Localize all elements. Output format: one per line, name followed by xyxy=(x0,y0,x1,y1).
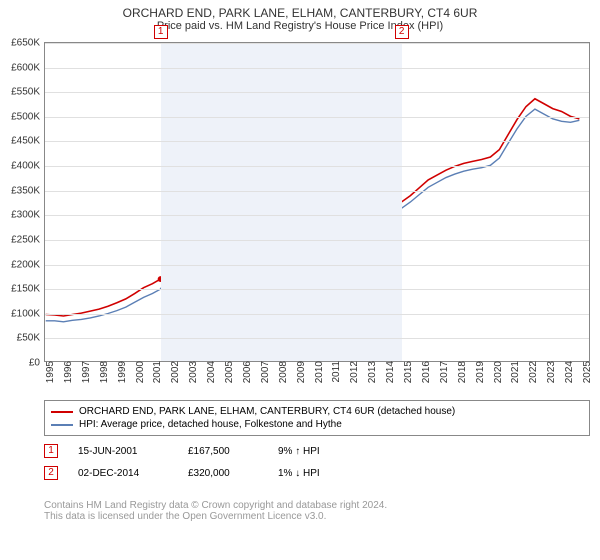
x-tick-label: 2016 xyxy=(417,361,432,383)
y-gridline xyxy=(45,43,589,44)
chart-subtitle: Price paid vs. HM Land Registry's House … xyxy=(0,20,600,36)
y-tick-label: £200K xyxy=(11,259,45,270)
legend-row-property: ORCHARD END, PARK LANE, ELHAM, CANTERBUR… xyxy=(51,405,583,418)
x-tick-label: 2014 xyxy=(381,361,396,383)
x-tick-label: 2022 xyxy=(524,361,539,383)
x-tick-label: 2007 xyxy=(256,361,271,383)
x-tick-label: 2008 xyxy=(274,361,289,383)
y-tick-label: £650K xyxy=(11,38,45,49)
x-tick-label: 2001 xyxy=(148,361,163,383)
sale-price: £167,500 xyxy=(188,446,258,457)
y-tick-label: £500K xyxy=(11,111,45,122)
y-gridline xyxy=(45,68,589,69)
sales-table: 1 15-JUN-2001 £167,500 9% ↑ HPI 2 02-DEC-2014… xyxy=(44,440,590,484)
sale-date: 15-JUN-2001 xyxy=(78,446,168,457)
x-tick-label: 2011 xyxy=(327,361,342,383)
x-tick-label: 2015 xyxy=(399,361,414,383)
y-gridline xyxy=(45,117,589,118)
x-tick-label: 2019 xyxy=(471,361,486,383)
x-tick-label: 1995 xyxy=(41,361,56,383)
x-tick-label: 2024 xyxy=(560,361,575,383)
chart-container: ORCHARD END, PARK LANE, ELHAM, CANTERBUR… xyxy=(0,0,600,560)
x-tick-label: 2009 xyxy=(292,361,307,383)
legend-box: ORCHARD END, PARK LANE, ELHAM, CANTERBUR… xyxy=(44,400,590,436)
y-tick-label: £300K xyxy=(11,210,45,221)
sale-row-1: 1 15-JUN-2001 £167,500 9% ↑ HPI xyxy=(44,440,590,462)
x-tick-label: 2010 xyxy=(310,361,325,383)
sale-row-2: 2 02-DEC-2014 £320,000 1% ↓ HPI xyxy=(44,462,590,484)
x-tick-label: 2004 xyxy=(202,361,217,383)
x-tick-label: 2003 xyxy=(184,361,199,383)
y-tick-label: £250K xyxy=(11,234,45,245)
y-tick-label: £100K xyxy=(11,308,45,319)
x-tick-label: 1999 xyxy=(113,361,128,383)
plot-area: £0£50K£100K£150K£200K£250K£300K£350K£400… xyxy=(44,42,590,362)
legend-swatch xyxy=(51,411,73,413)
x-tick-label: 2020 xyxy=(489,361,504,383)
y-tick-label: £50K xyxy=(17,333,45,344)
x-tick-label: 1998 xyxy=(95,361,110,383)
x-tick-label: 2021 xyxy=(506,361,521,383)
legend-label: ORCHARD END, PARK LANE, ELHAM, CANTERBUR… xyxy=(79,406,455,417)
sale-hpi: 9% ↑ HPI xyxy=(278,446,320,457)
y-tick-label: £400K xyxy=(11,161,45,172)
sale-row-marker: 1 xyxy=(44,444,58,458)
x-tick-label: 2002 xyxy=(166,361,181,383)
y-gridline xyxy=(45,265,589,266)
footer-line-2: This data is licensed under the Open Gov… xyxy=(44,511,387,522)
footer-text: Contains HM Land Registry data © Crown c… xyxy=(44,500,387,522)
x-tick-label: 2006 xyxy=(238,361,253,383)
footer-line-1: Contains HM Land Registry data © Crown c… xyxy=(44,500,387,511)
x-tick-label: 2025 xyxy=(578,361,593,383)
x-tick-label: 2012 xyxy=(345,361,360,383)
x-tick-label: 1996 xyxy=(59,361,74,383)
y-tick-label: £600K xyxy=(11,62,45,73)
sale-marker-1: 1 xyxy=(154,25,168,39)
sale-price: £320,000 xyxy=(188,468,258,479)
y-tick-label: £350K xyxy=(11,185,45,196)
x-tick-label: 2005 xyxy=(220,361,235,383)
legend-swatch xyxy=(51,424,73,426)
y-tick-label: £150K xyxy=(11,284,45,295)
y-gridline xyxy=(45,314,589,315)
legend-row-hpi: HPI: Average price, detached house, Folk… xyxy=(51,418,583,431)
x-tick-label: 2018 xyxy=(453,361,468,383)
y-gridline xyxy=(45,215,589,216)
x-tick-label: 2023 xyxy=(542,361,557,383)
y-gridline xyxy=(45,240,589,241)
x-tick-label: 2013 xyxy=(363,361,378,383)
y-gridline xyxy=(45,289,589,290)
y-gridline xyxy=(45,141,589,142)
y-gridline xyxy=(45,92,589,93)
y-tick-label: £450K xyxy=(11,136,45,147)
x-tick-label: 1997 xyxy=(77,361,92,383)
y-gridline xyxy=(45,191,589,192)
y-gridline xyxy=(45,166,589,167)
sale-marker-2: 2 xyxy=(395,25,409,39)
sale-row-marker: 2 xyxy=(44,466,58,480)
sale-date: 02-DEC-2014 xyxy=(78,468,168,479)
legend-label: HPI: Average price, detached house, Folk… xyxy=(79,419,342,430)
x-tick-label: 2000 xyxy=(131,361,146,383)
chart-title: ORCHARD END, PARK LANE, ELHAM, CANTERBUR… xyxy=(0,0,600,20)
y-tick-label: £550K xyxy=(11,87,45,98)
x-tick-label: 2017 xyxy=(435,361,450,383)
y-gridline xyxy=(45,338,589,339)
sale-hpi: 1% ↓ HPI xyxy=(278,468,320,479)
